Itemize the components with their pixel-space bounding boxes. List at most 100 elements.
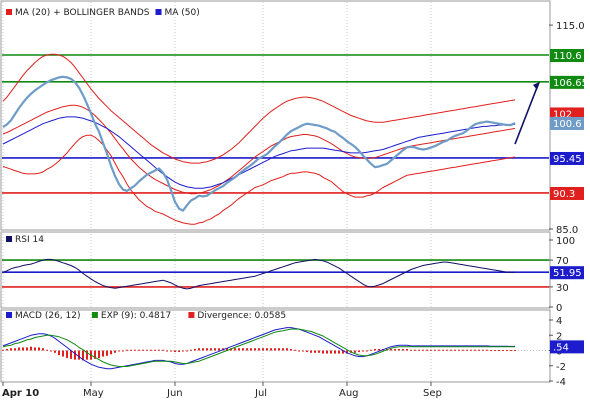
divergence-bar — [474, 349, 476, 351]
divergence-bar — [334, 350, 336, 354]
x-tick-label: Apr 10 — [2, 388, 39, 399]
divergence-bar — [130, 349, 132, 351]
divergence-bar — [246, 348, 248, 351]
divergence-bar — [394, 348, 396, 351]
x-tick-label: Sep — [423, 388, 442, 399]
divergence-bar — [66, 350, 68, 359]
legend-swatch — [91, 312, 98, 318]
divergence-bar — [414, 349, 416, 351]
divergence-bar — [486, 349, 488, 351]
divergence-bar — [126, 349, 128, 351]
divergence-bar — [134, 349, 136, 351]
divergence-bar — [266, 348, 268, 351]
level-badge-text: 95.45 — [553, 154, 582, 165]
divergence-bar — [282, 348, 284, 351]
y-tick-label: 70 — [556, 256, 569, 267]
divergence-bar — [38, 347, 40, 351]
divergence-bar — [194, 348, 196, 351]
legend-swatch — [6, 236, 12, 242]
divergence-bar — [366, 350, 368, 352]
divergence-bar — [154, 349, 156, 351]
rsi-line — [2, 258, 515, 290]
divergence-bar — [306, 350, 308, 353]
divergence-bar — [406, 348, 408, 351]
macd-26-12-line — [2, 327, 515, 370]
rsi-level-lines — [2, 259, 549, 288]
divergence-bar — [450, 349, 452, 351]
divergence-bar — [262, 348, 264, 351]
divergence-bar — [302, 350, 304, 352]
y-tick-label: -2 — [556, 362, 566, 373]
legend-label: RSI 14 — [15, 235, 44, 245]
divergence-bar — [106, 350, 108, 356]
divergence-bar — [234, 348, 236, 351]
x-tick-label: Aug — [339, 388, 359, 399]
divergence-bar — [298, 350, 300, 352]
divergence-bar — [82, 350, 84, 361]
legend-label: EXP (9): 0.4817 — [101, 311, 171, 321]
divergence-bar — [442, 349, 444, 351]
divergence-bar — [166, 350, 168, 352]
divergence-bar — [70, 350, 72, 359]
macd-legend: MACD (26, 12) EXP (9): 0.4817 Divergence: … — [6, 311, 286, 321]
y-tick-label: 85.0 — [556, 225, 578, 236]
legend-swatch — [155, 9, 162, 15]
divergence-bar — [322, 350, 324, 354]
divergence-bar — [186, 350, 188, 352]
level-badge — [550, 49, 584, 63]
divergence-bar — [342, 350, 344, 354]
divergence-bar — [214, 348, 216, 351]
divergence-bar — [430, 349, 432, 351]
macd-badges: .54 — [550, 340, 584, 354]
divergence-bar — [458, 349, 460, 351]
divergence-bar — [10, 348, 12, 351]
divergence-bar — [226, 348, 228, 351]
last-value-badge-text: 102 — [553, 109, 572, 120]
divergence-bar — [330, 350, 332, 354]
divergence-bar — [158, 349, 160, 351]
divergence-bar — [378, 348, 380, 351]
divergence-bar — [494, 350, 496, 352]
x-axis: Apr 10 May Jun Jul Aug Sep — [2, 382, 442, 399]
divergence-bar — [446, 349, 448, 351]
divergence-bar — [418, 349, 420, 351]
divergence-bar — [110, 350, 112, 355]
divergence-bar — [270, 348, 272, 351]
divergence-bar — [138, 349, 140, 351]
divergence-bar — [438, 349, 440, 351]
divergence-bar — [206, 348, 208, 351]
divergence-bar — [466, 349, 468, 351]
divergence-bar — [286, 348, 288, 351]
divergence-bar — [202, 348, 204, 351]
divergence-bar — [358, 350, 360, 353]
target-arrow — [514, 81, 540, 145]
divergence-bar — [250, 348, 252, 351]
divergence-bar — [210, 348, 212, 351]
x-tick-label: May — [83, 388, 104, 399]
upper-band-line — [2, 53, 516, 164]
divergence-bar — [146, 349, 148, 351]
y-tick-label: -4 — [556, 377, 566, 388]
divergence-bar — [162, 349, 164, 351]
macd-badge-text: .54 — [553, 342, 569, 353]
rsi-badge-text: 51.95 — [553, 268, 582, 279]
divergence-bar — [478, 349, 480, 351]
legend-label: MA (50) — [165, 8, 200, 18]
divergence-bar — [74, 350, 76, 360]
ma-20-line — [2, 104, 516, 195]
rsi-badges: 51.95 — [550, 266, 584, 280]
legend-label: Divergence: 0.0585 — [197, 311, 286, 321]
divergence-bar — [6, 348, 8, 351]
divergence-bar — [354, 350, 356, 353]
x-tick-label: Jul — [254, 388, 267, 399]
divergence-bar — [390, 348, 392, 351]
divergence-bar — [94, 350, 96, 359]
price-level-lines — [2, 54, 549, 194]
y-tick-label: 4 — [556, 316, 562, 327]
divergence-bar — [482, 349, 484, 351]
divergence-bar — [470, 349, 472, 351]
legend-label: MACD (26, 12) — [15, 311, 81, 321]
rsi-panel-frame — [0, 231, 551, 309]
divergence-bar — [14, 348, 16, 351]
divergence-bar — [98, 350, 100, 359]
